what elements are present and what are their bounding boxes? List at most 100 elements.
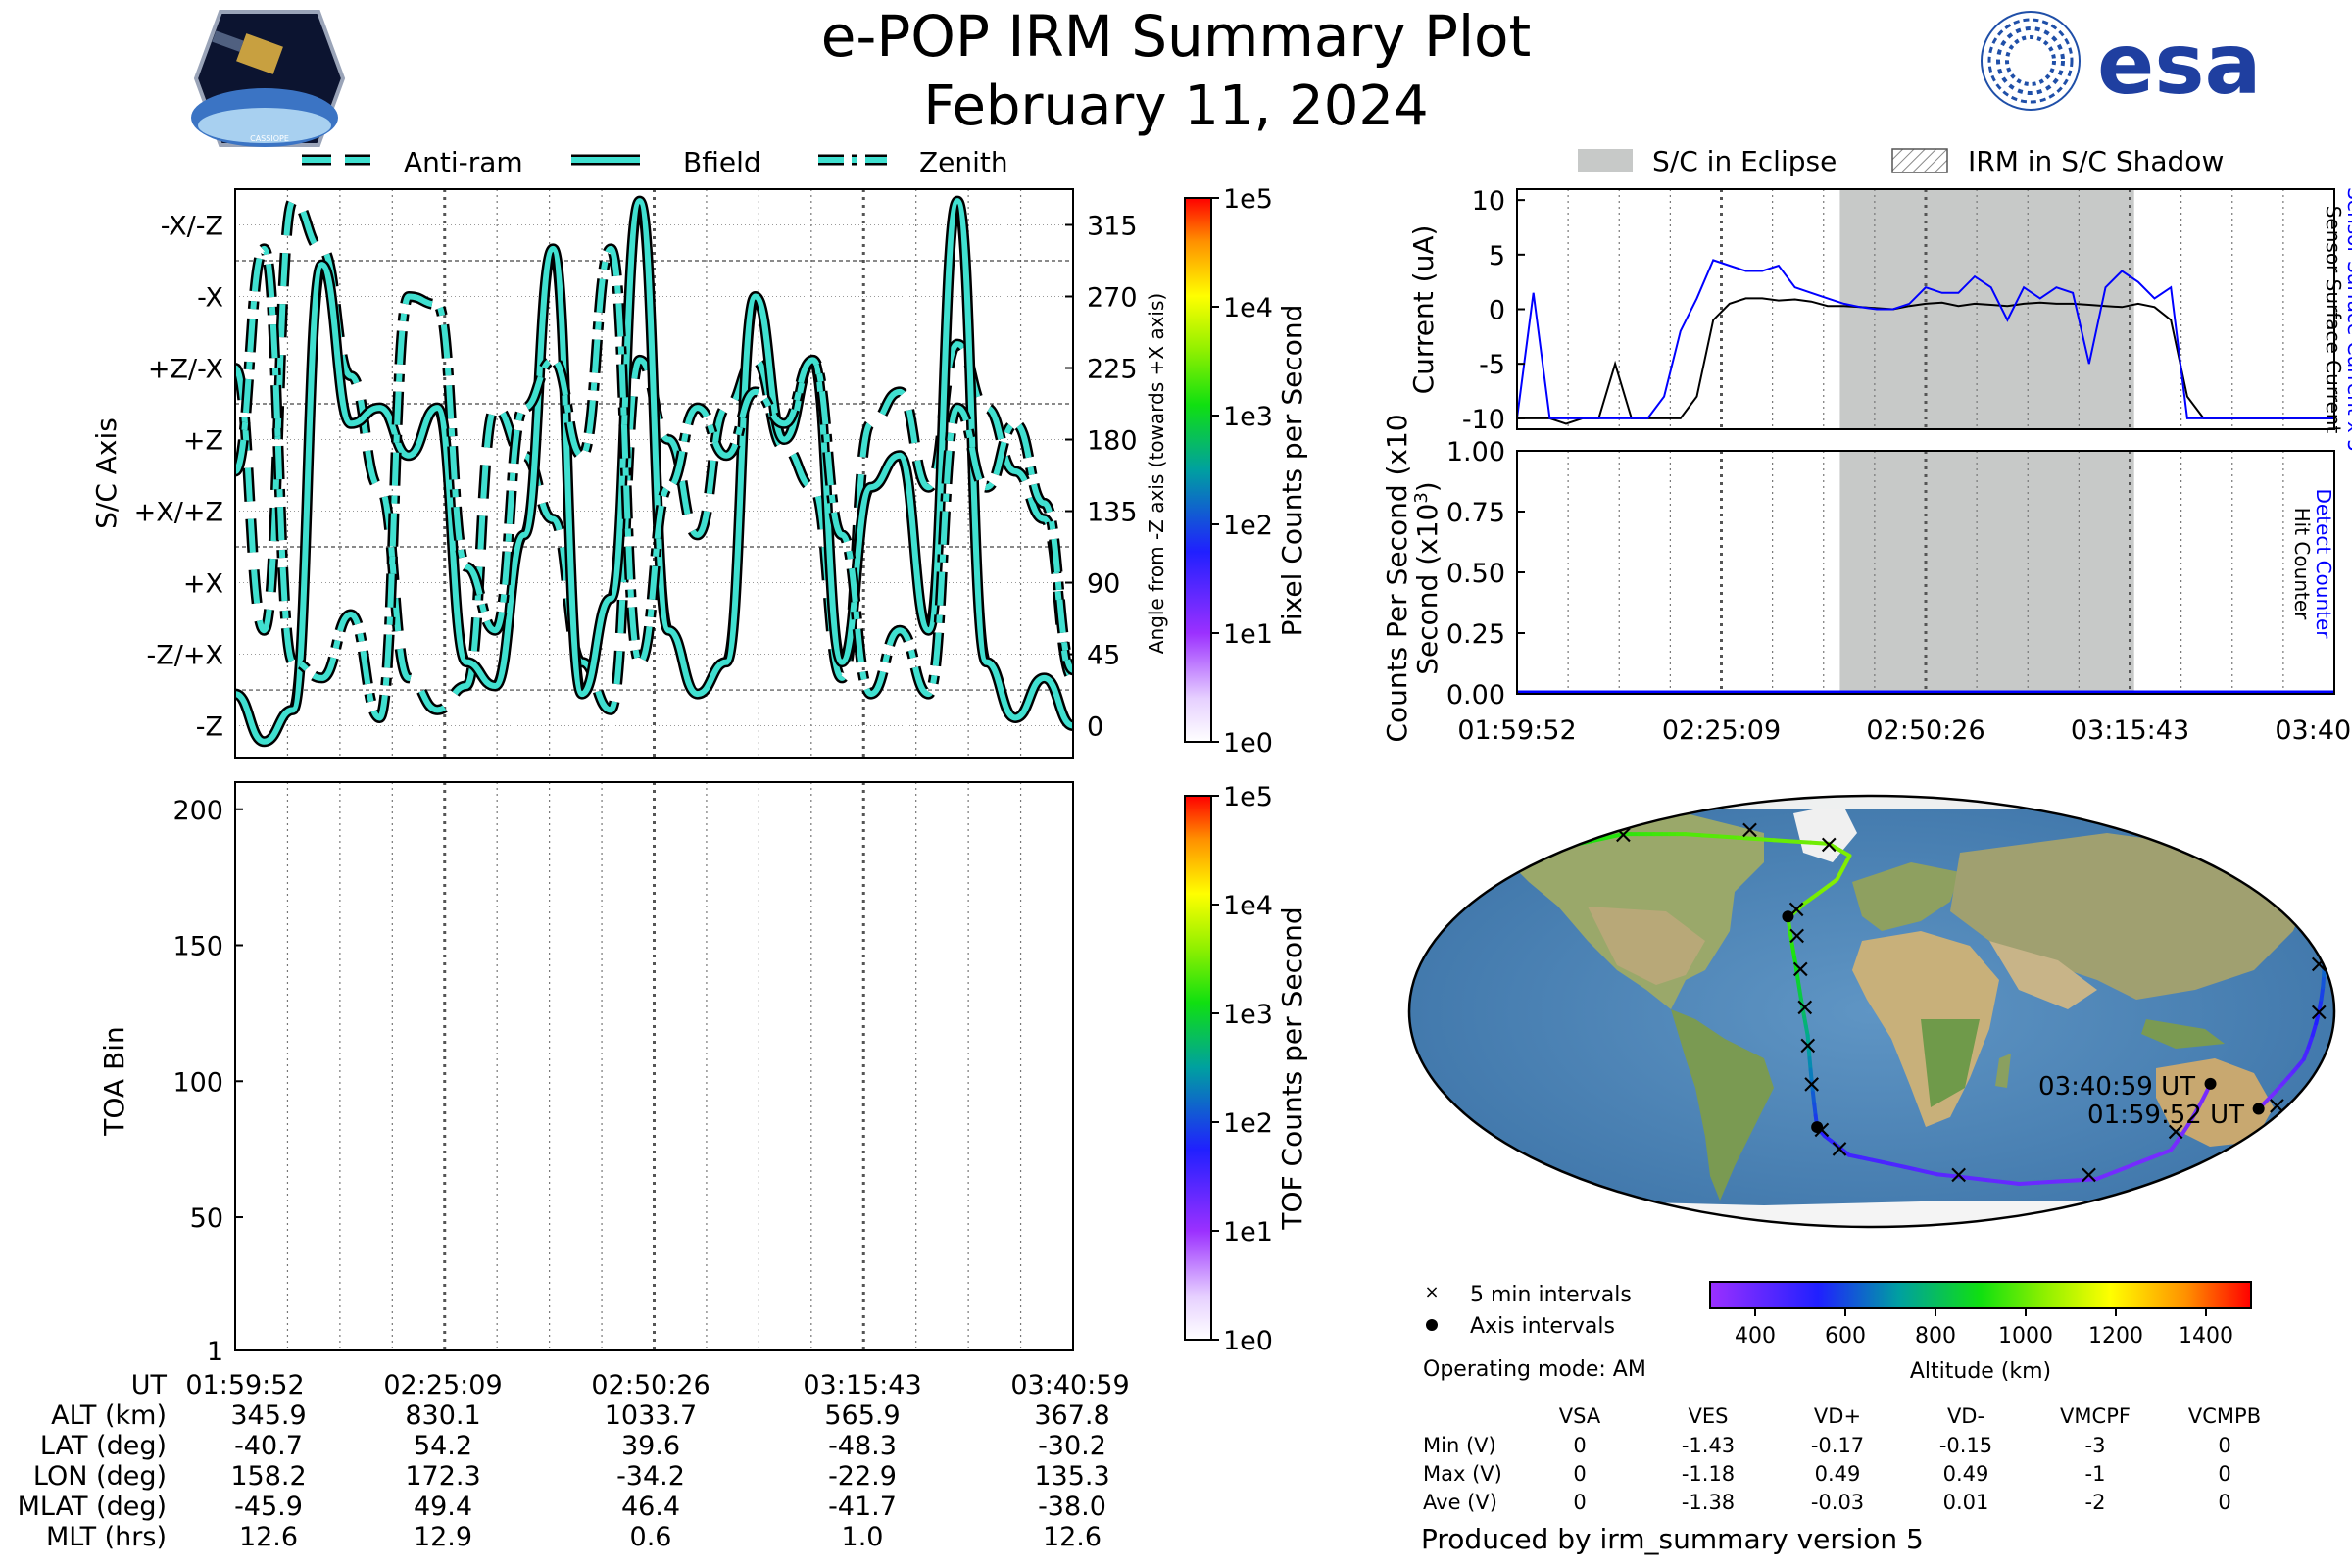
current-panel: 10 5 0 -5 -10 Current (uA) Sensor Surface Cu… <box>1407 186 2352 452</box>
ephemeris-cell: -38.0 <box>1038 1492 1106 1522</box>
voltage-cell: -0.15 <box>1939 1434 1992 1457</box>
legend-axis: Axis intervals <box>1470 1314 1615 1339</box>
voltage-cell: 0 <box>1573 1434 1586 1457</box>
orientation-ylabel: S/C Axis <box>90 417 122 529</box>
current-series <box>1517 259 2334 419</box>
ground-track-map: ×××××××××××××××××××× 03:40:59 UT 01:59:5… <box>1407 794 2336 1229</box>
ephemeris-table: UT 01:59:52 02:25:09 02:50:26 03:15:43 03:40:… <box>18 1370 1130 1552</box>
orientation-axis-label: +Z/-X <box>148 355 223 385</box>
ephemeris-cell: 172.3 <box>405 1461 480 1492</box>
x-mark-icon: × <box>1424 1282 1439 1302</box>
ephemeris-row-label: MLAT (deg) <box>18 1492 167 1522</box>
counts-ylabel-suffix: Second (x103) <box>1411 481 1445 674</box>
tof-colorbar-label: TOF Counts per Second <box>1276 906 1308 1230</box>
ground-track-segment <box>2296 889 2307 905</box>
ground-track-segment <box>2307 909 2316 925</box>
orientation-axis-label: -X <box>197 283 223 314</box>
orientation-angle-tick: 270 <box>1087 283 1138 314</box>
ephemeris-cell: 12.6 <box>1043 1522 1102 1552</box>
operating-mode: Operating mode: AM <box>1423 1357 1646 1382</box>
voltage-cell: -1.43 <box>1682 1434 1735 1457</box>
voltage-cell: 0.49 <box>1815 1462 1861 1486</box>
toa-tick-label: 1 <box>207 1337 223 1367</box>
counts-xticks: 01:59:52 02:25:09 02:50:26 03:15:43 03:40:59 <box>1457 715 2352 746</box>
altitude-tick-label: 1200 <box>2088 1324 2143 1348</box>
counts-tick-label: 0.75 <box>1446 498 1505 528</box>
ground-track-segment <box>1463 869 1472 877</box>
counts-xtick-label: 02:50:26 <box>1866 715 1984 746</box>
altitude-tick-label: 600 <box>1825 1324 1866 1348</box>
ephemeris-cell: 830.1 <box>405 1400 480 1431</box>
current-tick-label: -10 <box>1462 405 1505 435</box>
voltage-cell: -1.18 <box>1682 1462 1735 1486</box>
orientation-ylabel-right: Angle from -Z axis (towards +X axis) <box>1145 293 1168 654</box>
altitude-ticks: 400 600 800 1000 1200 1400 <box>1735 1308 2233 1348</box>
ground-track-segment <box>2315 930 2323 946</box>
current-yticks: 10 5 0 -5 -10 <box>1462 186 1525 435</box>
counts-right-label-black: Hit Counter <box>2290 508 2314 620</box>
altitude-tick-label: 1400 <box>2179 1324 2233 1348</box>
five-min-mark: × <box>2286 878 2308 907</box>
map-land <box>1421 796 2332 1227</box>
current-right-label-black: Sensor Surface Current <box>2322 206 2345 434</box>
current-tick-label: -5 <box>1479 350 1505 380</box>
altitude-tick-label: 800 <box>1915 1324 1956 1348</box>
colorbar-tick-label: 1e4 <box>1223 891 1273 921</box>
voltage-row-label: Ave (V) <box>1423 1491 1497 1514</box>
counts-panel: 1.00 0.75 0.50 0.25 0.00 01:59:52 02:25:09 02:… <box>1381 414 2352 746</box>
ephemeris-cell: 135.3 <box>1034 1461 1109 1492</box>
counts-right-label-blue: Detect Counter <box>2312 489 2335 640</box>
counts-tick-label: 0.50 <box>1446 559 1505 589</box>
toa-ylabel: TOA Bin <box>98 1026 130 1136</box>
counts-ylabel-close: ) <box>1411 481 1444 492</box>
legend-5min: 5 min intervals <box>1470 1283 1632 1307</box>
voltage-cell: 0 <box>2218 1434 2230 1457</box>
voltage-cell: -0.03 <box>1811 1491 1864 1514</box>
voltage-cell: -1 <box>2085 1462 2106 1486</box>
ground-track-segment <box>2310 1021 2319 1038</box>
ground-track-segment <box>1718 834 1740 840</box>
axis-interval-mark <box>1782 910 1794 923</box>
ephemeris-cell: 367.8 <box>1034 1400 1109 1431</box>
ground-track-segment <box>2290 879 2301 894</box>
pixel-colorbar-ticks: 1e0 1e1 1e2 1e3 1e4 1e5 <box>1211 184 1273 759</box>
toa-tick-label: 150 <box>172 932 223 962</box>
ephemeris-cell: 1033.7 <box>605 1400 697 1431</box>
voltage-column-header: VES <box>1689 1404 1729 1428</box>
toa-tick-label: 200 <box>172 796 223 826</box>
cassiope-logo: CASSIOPE <box>191 10 346 147</box>
toa-tick-label: 50 <box>190 1203 223 1234</box>
altitude-label: Altitude (km) <box>1910 1359 2051 1384</box>
orientation-axis-label: +X <box>183 569 223 600</box>
voltage-cell: -2 <box>2085 1491 2106 1514</box>
ephemeris-cell: -45.9 <box>234 1492 303 1522</box>
ephemeris-cell: 12.6 <box>239 1522 298 1552</box>
altitude-colorbar: 400 600 800 1000 1200 1400 Altitude (km) <box>1709 1281 2252 1384</box>
colorbar-tick-label: 1e4 <box>1223 293 1273 323</box>
orientation-angle-tick: 225 <box>1087 355 1138 385</box>
five-min-mark: × <box>1948 1160 1970 1190</box>
ephemeris-cell: 49.4 <box>414 1492 472 1522</box>
ground-track-segment <box>1772 838 1794 844</box>
ground-track-segment <box>1487 857 1508 865</box>
five-min-mark: × <box>1612 820 1634 850</box>
current-series <box>1517 297 2334 425</box>
voltage-cell: 0 <box>1573 1462 1586 1486</box>
map-start-label: 01:59:52 UT <box>2087 1101 2244 1130</box>
counts-xtick-label: 02:25:09 <box>1662 715 1781 746</box>
map-end-label: 03:40:59 UT <box>2038 1072 2195 1102</box>
current-tick-label: 5 <box>1489 241 1505 271</box>
toa-panel: 200 150 100 50 1 TOA Bin <box>98 781 1074 1367</box>
current-traces <box>1517 259 2334 425</box>
legend-zenith: Zenith <box>919 146 1008 178</box>
ground-track-segment <box>2317 997 2324 1013</box>
voltage-cell: -0.17 <box>1811 1434 1864 1457</box>
orientation-panel: -X/-Z -X +Z/-X +Z +X/+Z +X -Z/+X -Z 315 270 225 18… <box>90 188 1168 759</box>
ground-track-segment <box>1521 850 1543 858</box>
colorbar-tick-label: 1e2 <box>1223 1108 1273 1139</box>
counts-grid <box>1567 451 2284 694</box>
orientation-axis-label: +X/+Z <box>134 498 223 528</box>
ephemeris-cell: 1.0 <box>842 1522 884 1552</box>
colorbar-tick-label: 1e3 <box>1223 1000 1273 1030</box>
ground-track-segment <box>2314 1009 2322 1026</box>
